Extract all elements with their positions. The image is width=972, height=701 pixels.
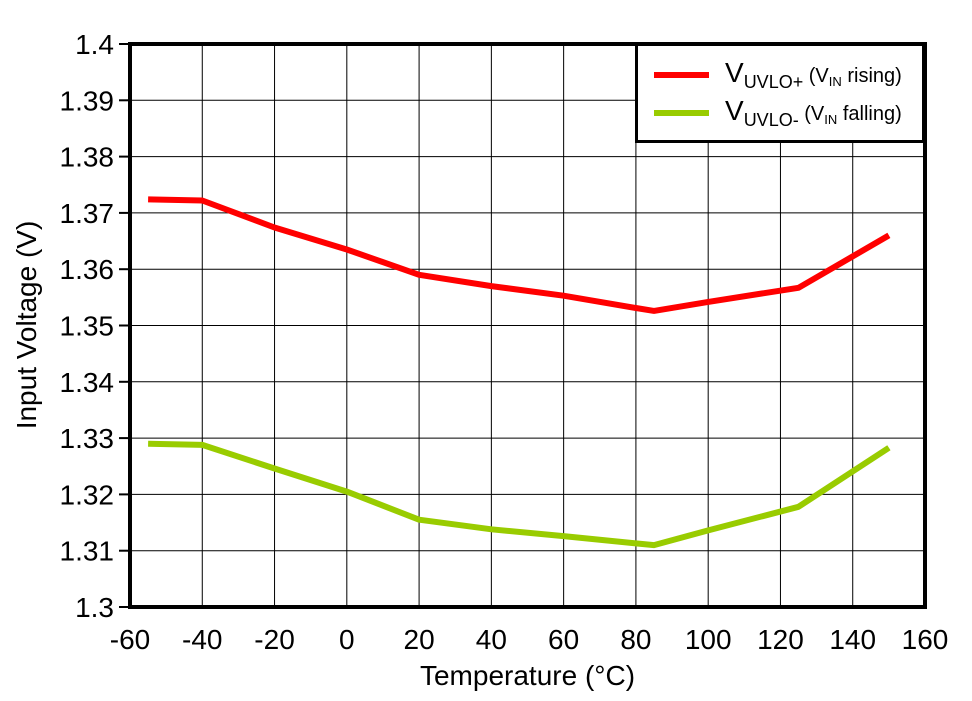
y-tick-label: 1.38: [60, 142, 115, 173]
series-line-1: [148, 440, 891, 549]
legend-entry-rising: VUVLO+ (VIN rising): [654, 56, 922, 94]
legend-box: VUVLO+ (VIN rising) VUVLO- (VIN falling): [635, 43, 925, 143]
x-tick-label: 100: [685, 624, 732, 655]
x-tick-label: 120: [757, 624, 804, 655]
y-tick-label: 1.33: [60, 423, 115, 454]
x-tick-label: -20: [254, 624, 294, 655]
x-tick-label: 80: [620, 624, 651, 655]
x-tick-label: -40: [182, 624, 222, 655]
y-tick-label: 1.36: [60, 254, 115, 285]
y-tick-label: 1.37: [60, 198, 115, 229]
legend-line-green: [654, 110, 709, 116]
x-tick-label: 40: [476, 624, 507, 655]
series-line-0: [148, 196, 891, 314]
legend-entry-falling: VUVLO- (VIN falling): [654, 94, 922, 132]
legend-line-red: [654, 72, 709, 78]
y-tick-labels: 1.3 1.31 1.32 1.33 1.34 1.35 1.36 1.37 1.38 1.39 1…: [60, 29, 115, 623]
y-tick-label: 1.39: [60, 85, 115, 116]
x-tick-label: 0: [339, 624, 355, 655]
y-axis-title: Input Voltage (V): [11, 220, 42, 430]
legend-label-rising: VUVLO+ (VIN rising): [725, 57, 902, 92]
y-tick-label: 1.4: [75, 29, 114, 60]
legend-label-falling: VUVLO- (VIN falling): [725, 95, 902, 130]
x-tick-labels: -60 -40 -20 0 20 40 60 80 100 120 140 160: [110, 624, 949, 655]
y-tick-label: 1.3: [75, 592, 114, 623]
x-tick-label: 60: [548, 624, 579, 655]
y-tick-label: 1.34: [60, 367, 115, 398]
y-tick-label: 1.31: [60, 536, 115, 567]
gridlines: [130, 44, 925, 607]
x-tick-label: -60: [110, 624, 150, 655]
y-tick-label: 1.32: [60, 479, 115, 510]
y-tick-label: 1.35: [60, 311, 115, 342]
x-axis-title: Temperature (°C): [419, 660, 636, 691]
plot-frame: [128, 42, 927, 609]
x-tick-label: 160: [902, 624, 949, 655]
x-tick-label: 140: [829, 624, 876, 655]
y-axis-ticks: [119, 43, 128, 608]
x-tick-label: 20: [404, 624, 435, 655]
